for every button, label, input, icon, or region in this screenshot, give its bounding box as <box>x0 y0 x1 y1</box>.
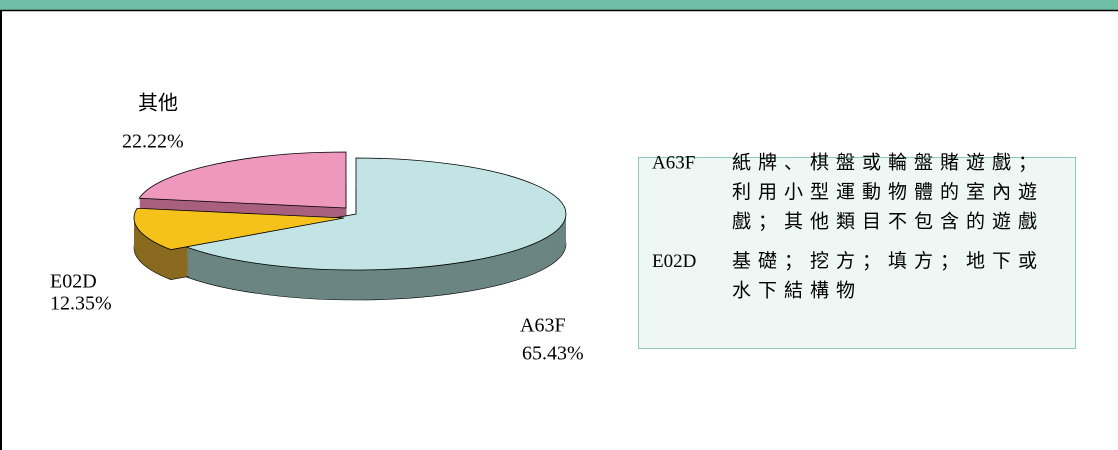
legend-text: 戲；其他類目不包含的遊戲 <box>732 210 1044 232</box>
slice-value-label: 22.22% <box>122 131 184 153</box>
slice-value-label: 65.43% <box>522 343 584 365</box>
slice <box>133 207 345 251</box>
top-bar <box>0 0 1118 10</box>
legend-text: 基礎；挖方；填方；地下或 <box>732 250 1044 272</box>
slice-label: 其他 <box>138 92 178 115</box>
legend-text: 紙牌、棋盤或輪盤賭遊戲； <box>732 151 1044 173</box>
legend-code: A63F <box>652 152 695 173</box>
slice <box>181 157 567 271</box>
legend-box <box>638 157 1076 349</box>
slice-label: E02D <box>50 271 97 293</box>
slice <box>138 151 347 209</box>
legend-text: 水下結構物 <box>732 279 862 301</box>
legend-code: E02D <box>652 251 696 272</box>
legend-text: 利用小型運動物體的室內遊 <box>732 181 1044 203</box>
slice-label: A63F <box>520 315 566 337</box>
slice-value-label: 12.35% <box>50 293 112 315</box>
